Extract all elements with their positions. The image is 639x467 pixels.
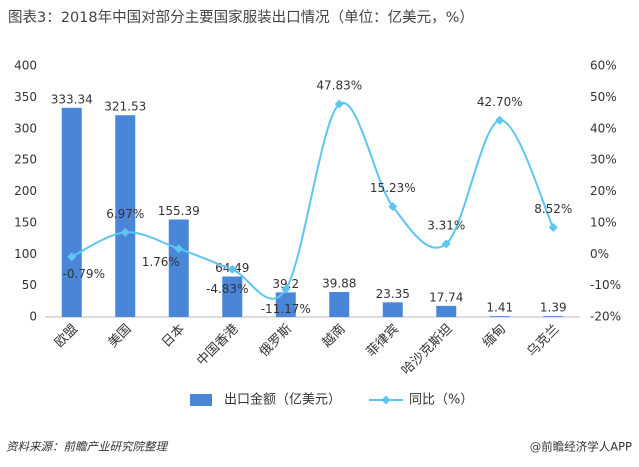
line-label: 42.70% — [477, 95, 523, 109]
line-label: 47.83% — [316, 79, 362, 93]
line-marker — [227, 264, 237, 274]
line-label: -0.79% — [63, 267, 105, 281]
legend-swatch — [190, 394, 212, 406]
x-tick-label: 哈沙克斯坦 — [399, 322, 456, 379]
bar-label: 333.34 — [51, 92, 93, 106]
y2-tick-label: 0% — [590, 247, 609, 261]
legend-label: 出口金额（亿美元） — [224, 392, 341, 408]
y-tick-label: 0 — [29, 310, 37, 324]
x-tick-label: 美国 — [106, 322, 135, 351]
bar-label: 321.53 — [104, 100, 146, 114]
credit: @前瞻经济学人APP — [530, 440, 632, 454]
bar — [543, 316, 564, 317]
y2-tick-label: 10% — [590, 215, 617, 229]
bar — [115, 115, 136, 317]
y-tick-label: 250 — [14, 153, 37, 167]
line-marker — [548, 223, 558, 233]
x-tick-label: 欧盟 — [52, 322, 81, 351]
line-label: 6.97% — [106, 207, 144, 221]
x-tick-label: 越南 — [319, 321, 349, 351]
line-marker — [334, 99, 344, 109]
line — [71, 101, 555, 300]
source: 资料来源：前瞻产业研究院整理 — [6, 440, 168, 454]
bar — [222, 276, 243, 317]
bar-label: 17.74 — [429, 290, 463, 304]
bar — [382, 302, 403, 317]
y2-tick-label: -20% — [590, 310, 621, 324]
bar — [436, 305, 457, 317]
y2-tick-label: 60% — [590, 59, 617, 73]
bar — [168, 219, 189, 317]
y-tick-label: 50 — [22, 278, 37, 292]
line-marker — [388, 201, 398, 211]
x-tick-label: 中国香港 — [194, 322, 241, 369]
y-tick-label: 300 — [14, 121, 37, 135]
y-tick-label: 100 — [14, 247, 37, 261]
x-tick-label: 缅甸 — [480, 322, 509, 351]
line-marker — [441, 239, 451, 249]
line-marker — [495, 115, 505, 125]
bar — [489, 316, 510, 317]
bar-label: 23.35 — [376, 287, 410, 301]
y-tick-label: 350 — [14, 90, 37, 104]
bar — [275, 292, 296, 317]
legend-label: 同比（%） — [409, 393, 473, 408]
legend-swatch — [381, 395, 391, 405]
bar-label: 155.39 — [158, 204, 200, 218]
y2-tick-label: -10% — [590, 278, 621, 292]
y-tick-label: 150 — [14, 215, 37, 229]
line-label: 8.52% — [534, 202, 572, 216]
y-tick-label: 200 — [14, 184, 37, 198]
bar-label: 1.41 — [486, 301, 513, 315]
line-label: 15.23% — [370, 181, 416, 195]
line-label: 3.31% — [427, 218, 465, 232]
y2-tick-label: 50% — [590, 90, 617, 104]
bar-label: 39.2 — [272, 277, 299, 291]
bar — [61, 107, 82, 317]
chart-title: 图表3：2018年中国对部分主要国家服装出口情况（单位：亿美元，%） — [8, 9, 474, 26]
y2-tick-label: 20% — [590, 184, 617, 198]
x-tick-label: 日本 — [159, 322, 188, 351]
y-tick-label: 400 — [14, 59, 37, 73]
bar-label: 39.88 — [322, 276, 356, 290]
y2-tick-label: 40% — [590, 121, 617, 135]
x-tick-label: 乌克兰 — [524, 321, 563, 360]
bar-label: 1.39 — [540, 301, 567, 315]
line-marker — [281, 284, 291, 294]
x-tick-label: 俄罗斯 — [257, 322, 295, 360]
y2-tick-label: 30% — [590, 153, 617, 167]
x-tick-label: 菲律宾 — [363, 321, 402, 360]
line-marker — [67, 252, 77, 262]
bar — [329, 291, 350, 317]
line-label: -4.83% — [206, 282, 248, 296]
line-marker — [120, 227, 130, 237]
line-label: 1.76% — [142, 255, 180, 269]
line-marker — [174, 244, 184, 254]
line-label: -11.17% — [261, 302, 311, 316]
